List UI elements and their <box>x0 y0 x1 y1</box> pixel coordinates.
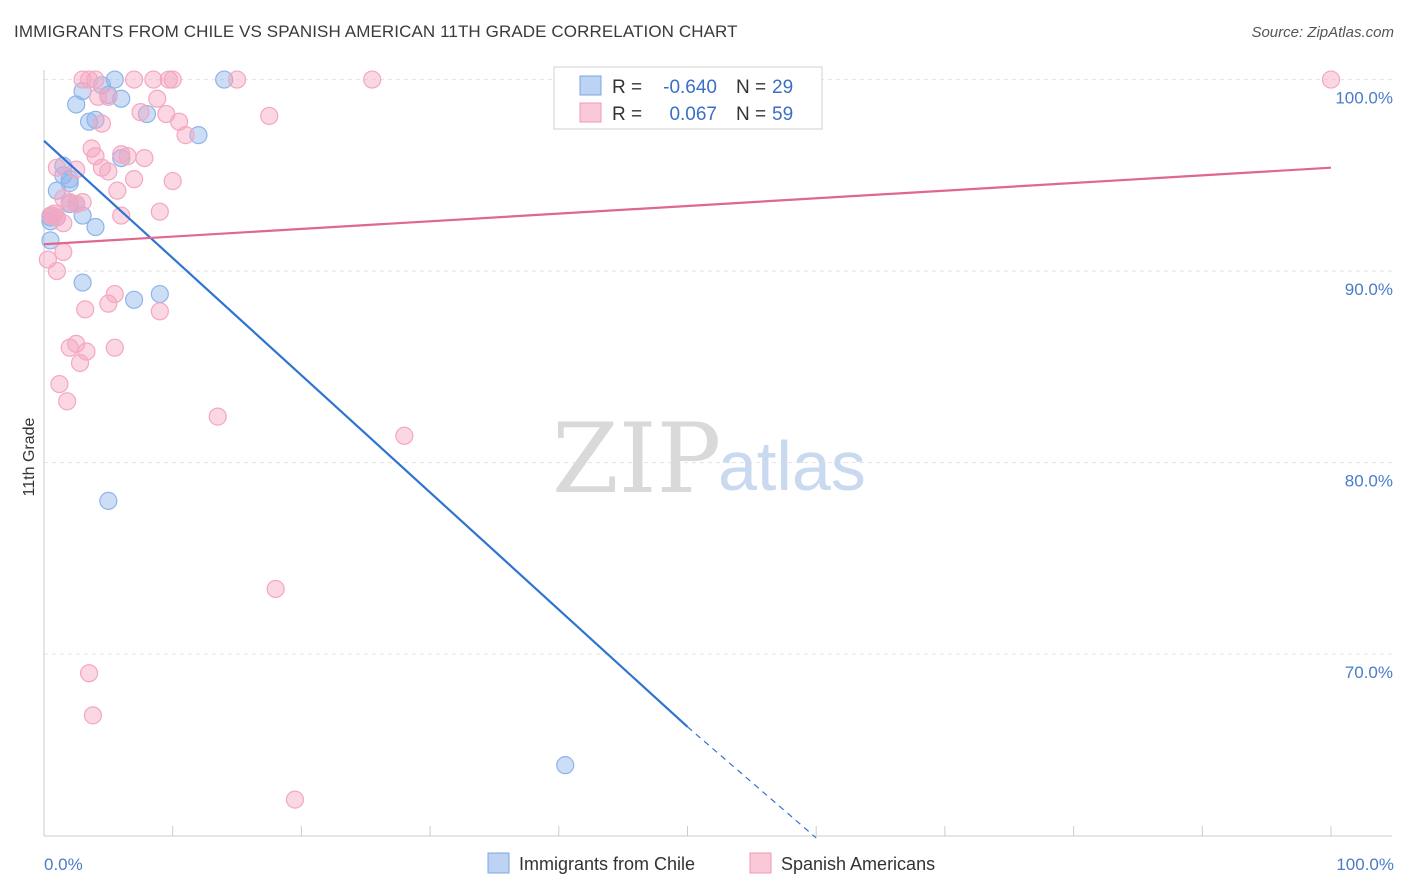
spanish-point-61 <box>1321 70 1341 89</box>
spanish-point-17 <box>70 353 90 373</box>
y-tick-label-1: 90.0% <box>1345 280 1393 299</box>
source-label: Source: ZipAtlas.com <box>1251 24 1394 41</box>
chile-point-26 <box>150 284 169 304</box>
spanish-trend-line <box>43 166 1332 246</box>
data-points <box>38 70 1341 809</box>
legend-swatch-chile <box>579 75 602 96</box>
y-tick-labels: 100.0% 90.0% 80.0% 70.0% <box>1335 89 1393 683</box>
legend-n-label-2: N = <box>736 104 766 125</box>
legend-n-label-1: N = <box>736 77 766 98</box>
spanish-point-56 <box>260 106 279 126</box>
spanish-point-29 <box>92 114 112 133</box>
legend-r-label-1: R = <box>612 77 642 98</box>
legend-n-value-chile: 29 <box>772 77 793 98</box>
bottom-legend-label-chile[interactable]: Immigrants from Chile <box>519 854 695 874</box>
spanish-point-49 <box>159 70 178 89</box>
trend-lines <box>43 140 1332 839</box>
spanish-point-15 <box>67 194 86 214</box>
spanish-point-37 <box>112 206 131 225</box>
legend-swatch-spanish <box>579 102 602 123</box>
x-tick-label-left: 0.0% <box>44 855 83 874</box>
spanish-point-31 <box>99 294 118 313</box>
spanish-point-14 <box>67 334 86 353</box>
spanish-point-11 <box>58 392 77 411</box>
spanish-point-22 <box>79 664 99 683</box>
correlation-legend: R = -0.640 N = 29 R = 0.067 N = 59 <box>553 66 823 130</box>
spanish-point-36 <box>108 181 127 200</box>
spanish-point-39 <box>118 147 137 166</box>
grid-lines <box>44 79 1392 655</box>
spanish-point-20 <box>76 300 95 319</box>
watermark: ZIP atlas <box>552 403 866 515</box>
series-legend: Immigrants from Chile Spanish Americans <box>487 852 935 874</box>
spanish-point-47 <box>150 302 169 321</box>
spanish-point-32 <box>99 162 118 181</box>
spanish-point-9 <box>54 214 73 233</box>
spanish-point-59 <box>363 70 382 89</box>
spanish-point-58 <box>285 790 305 809</box>
spanish-point-42 <box>131 103 150 122</box>
legend-n-value-spanish: 59 <box>772 104 793 125</box>
spanish-point-55 <box>227 70 247 89</box>
watermark-zip: ZIP <box>552 403 721 515</box>
chile-point-20 <box>99 491 118 510</box>
watermark-atlas: atlas <box>718 427 866 505</box>
spanish-point-26 <box>86 147 105 166</box>
chile-point-14 <box>73 273 92 292</box>
spanish-point-50 <box>163 171 182 191</box>
spanish-point-44 <box>144 70 163 89</box>
spanish-point-60 <box>395 426 414 445</box>
spanish-point-57 <box>266 579 285 599</box>
y-tick-label-3: 70.0% <box>1345 663 1393 682</box>
spanish-point-41 <box>124 70 144 89</box>
spanish-point-5 <box>47 261 66 281</box>
y-axis-label: 11th Grade <box>21 417 38 496</box>
spanish-point-25 <box>83 706 103 725</box>
spanish-point-27 <box>86 70 105 89</box>
chile-trend-extension <box>687 726 817 839</box>
spanish-point-38 <box>112 145 131 164</box>
spanish-point-43 <box>135 148 154 168</box>
chart-title: IMMIGRANTS FROM CHILE VS SPANISH AMERICA… <box>14 22 738 41</box>
chile-point-21 <box>105 70 124 89</box>
spanish-point-35 <box>105 338 124 357</box>
spanish-point-34 <box>105 284 124 304</box>
x-tick-label-right: 100.0% <box>1336 855 1394 874</box>
spanish-point-46 <box>150 202 169 221</box>
spanish-point-7 <box>50 374 69 394</box>
y-tick-label-2: 80.0% <box>1345 472 1393 491</box>
chile-point-13 <box>73 206 92 225</box>
legend-r-value-chile: -0.640 <box>663 77 717 98</box>
bottom-legend-swatch-spanish[interactable] <box>749 852 772 874</box>
chile-point-28 <box>215 70 234 89</box>
spanish-point-12 <box>60 193 79 212</box>
spanish-point-51 <box>163 70 182 89</box>
spanish-point-10 <box>54 242 73 262</box>
spanish-point-28 <box>88 87 108 106</box>
spanish-point-18 <box>73 70 92 89</box>
bottom-legend-label-spanish[interactable]: Spanish Americans <box>781 854 935 874</box>
chile-point-29 <box>556 756 575 775</box>
chile-point-24 <box>124 290 144 309</box>
spanish-point-33 <box>99 87 118 106</box>
bottom-legend-swatch-chile[interactable] <box>487 852 510 874</box>
y-tick-label-0: 100.0% <box>1335 89 1393 108</box>
spanish-point-54 <box>208 407 227 426</box>
chile-point-8 <box>60 170 79 189</box>
spanish-point-23 <box>79 70 99 89</box>
spanish-point-45 <box>148 89 167 108</box>
spanish-point-40 <box>124 170 144 189</box>
legend-r-value-spanish: 0.067 <box>669 104 717 125</box>
spanish-point-53 <box>176 126 195 145</box>
chile-point-25 <box>137 104 157 124</box>
chile-point-27 <box>189 126 208 145</box>
chile-point-23 <box>112 148 131 168</box>
spanish-point-19 <box>73 193 92 212</box>
chile-point-17 <box>86 217 105 237</box>
axes <box>43 70 1392 837</box>
spanish-point-21 <box>77 342 96 361</box>
legend-r-label-2: R = <box>612 104 642 125</box>
spanish-point-6 <box>47 158 66 177</box>
